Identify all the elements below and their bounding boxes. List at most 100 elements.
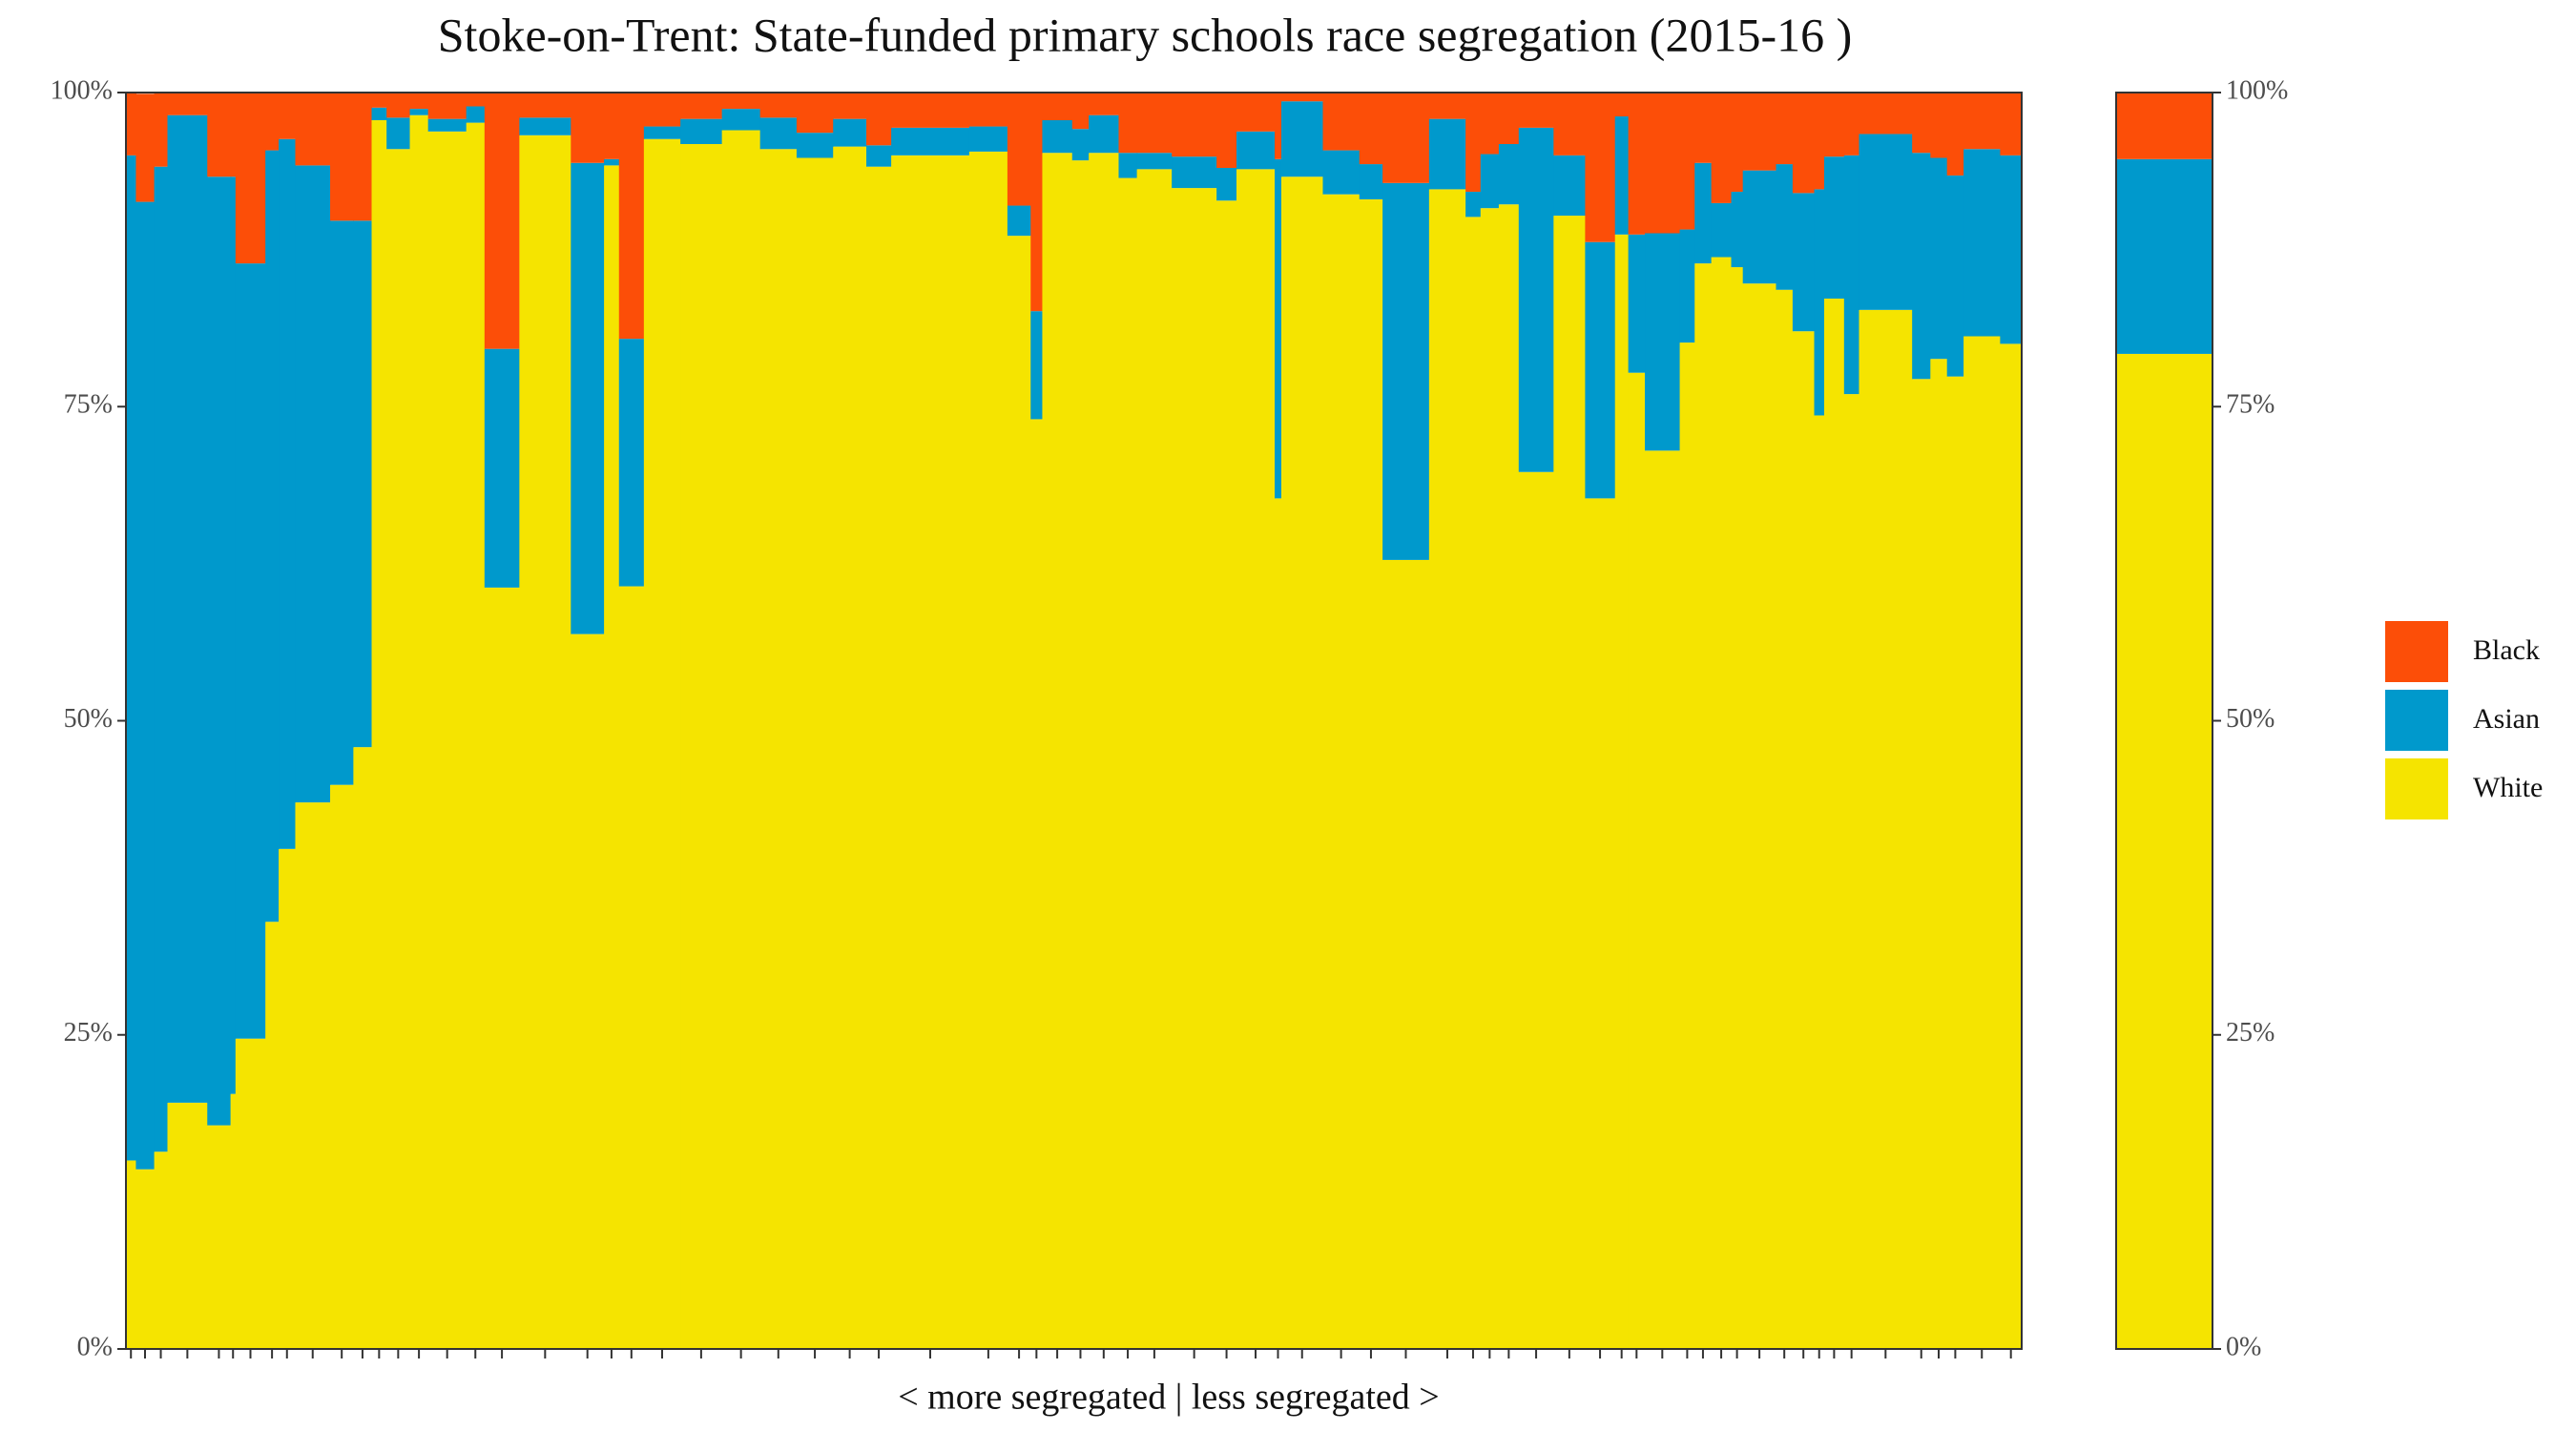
segment xyxy=(1742,170,1777,284)
segment xyxy=(1694,162,1713,264)
segment xyxy=(386,117,411,150)
segment xyxy=(279,848,297,1349)
segment xyxy=(1480,208,1500,1349)
y2-tick-label: 0% xyxy=(2226,1332,2261,1361)
total-segment xyxy=(2116,158,2212,354)
segment xyxy=(1136,153,1173,170)
segment xyxy=(371,93,387,108)
segment xyxy=(1089,153,1120,1349)
segment xyxy=(1585,241,1616,499)
segment xyxy=(1679,342,1695,1349)
segment xyxy=(1930,93,1948,158)
segment xyxy=(1930,157,1948,360)
total-segment xyxy=(2116,353,2212,1349)
segment xyxy=(1645,233,1681,451)
segment xyxy=(135,1169,156,1349)
segment xyxy=(1216,93,1237,169)
segment xyxy=(1614,234,1630,1349)
segment xyxy=(1136,93,1173,154)
segment xyxy=(1742,283,1777,1350)
segment xyxy=(2000,155,2023,344)
segment xyxy=(604,165,620,1350)
segment xyxy=(1645,93,1681,234)
segment xyxy=(1843,394,1860,1350)
segment xyxy=(1792,193,1816,332)
segment xyxy=(1694,93,1713,163)
segment xyxy=(484,587,520,1349)
segment xyxy=(1711,257,1733,1350)
legend-swatch xyxy=(2385,690,2448,751)
segment xyxy=(230,93,237,177)
segment xyxy=(1007,205,1031,237)
segment xyxy=(759,117,798,150)
segment xyxy=(643,93,681,127)
segment xyxy=(466,93,486,107)
segment xyxy=(1585,93,1616,242)
segment xyxy=(680,93,723,119)
segment xyxy=(1823,93,1845,157)
y-tick-label: 100% xyxy=(51,75,113,105)
segment xyxy=(427,131,467,1349)
segment xyxy=(1930,359,1948,1350)
segment xyxy=(1275,158,1282,499)
segment xyxy=(1216,200,1237,1350)
segment xyxy=(1585,498,1616,1349)
segment xyxy=(519,117,571,135)
segment xyxy=(1359,198,1383,1349)
segment xyxy=(353,747,373,1349)
x-axis-label: < more segregated | less segregated > xyxy=(898,1378,1439,1418)
segment xyxy=(1859,134,1913,310)
segment xyxy=(721,130,761,1349)
segment xyxy=(759,93,798,118)
segment xyxy=(126,1160,137,1349)
segment xyxy=(796,133,834,158)
segment xyxy=(409,114,429,1349)
segment xyxy=(295,802,331,1349)
segment xyxy=(126,155,137,1161)
segment xyxy=(235,1038,266,1349)
segment xyxy=(1359,93,1383,165)
segment xyxy=(1645,450,1681,1350)
segment xyxy=(154,93,169,167)
segment xyxy=(1776,93,1794,165)
total-segment xyxy=(2116,93,2212,159)
segment xyxy=(721,109,761,131)
segment xyxy=(866,145,892,167)
segment xyxy=(1614,116,1630,235)
segment xyxy=(1322,194,1361,1349)
segment xyxy=(1912,379,1931,1349)
segment xyxy=(484,93,520,349)
segment xyxy=(1912,153,1931,380)
segment xyxy=(484,348,520,588)
y2-tick-label: 25% xyxy=(2226,1018,2275,1047)
segment xyxy=(353,220,373,748)
segment xyxy=(833,146,867,1350)
segment xyxy=(796,93,834,134)
segment xyxy=(1359,164,1383,199)
segment xyxy=(1823,298,1845,1349)
segment xyxy=(1614,93,1630,117)
y-tick-label: 75% xyxy=(64,390,113,420)
y-tick-label: 0% xyxy=(77,1332,113,1361)
segment xyxy=(135,201,156,1170)
segment xyxy=(1172,93,1217,157)
segment xyxy=(409,109,429,115)
segment xyxy=(1731,192,1744,268)
segment xyxy=(721,93,761,110)
segment xyxy=(295,165,331,803)
segment xyxy=(1498,143,1520,205)
segment xyxy=(891,127,970,156)
segment xyxy=(1792,331,1816,1350)
segment xyxy=(167,93,208,115)
segment xyxy=(1042,93,1073,120)
segment xyxy=(2000,343,2023,1349)
segment xyxy=(1792,93,1816,194)
segment xyxy=(1118,177,1138,1349)
segment xyxy=(1089,114,1120,154)
segment xyxy=(1946,93,1964,176)
segment xyxy=(519,135,571,1350)
segment xyxy=(1322,93,1361,151)
segment xyxy=(1216,168,1237,201)
segment xyxy=(1679,93,1695,230)
segment xyxy=(235,93,266,264)
